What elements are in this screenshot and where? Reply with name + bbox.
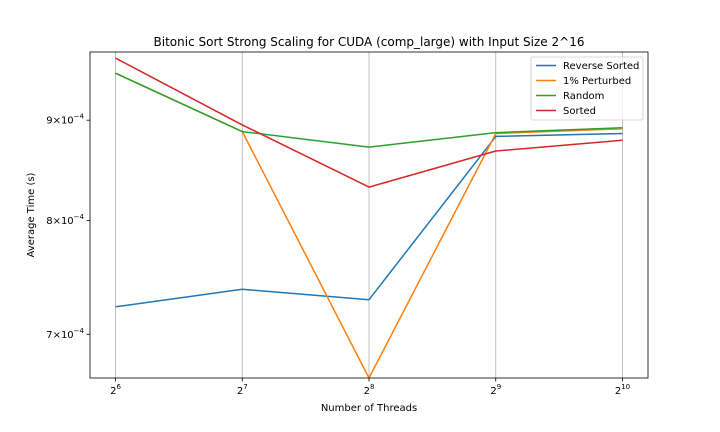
x-tick-label: 26 [110, 383, 121, 397]
series-line-sorted [115, 57, 623, 188]
legend: Reverse Sorted 1% Perturbed Random Sorted [530, 56, 644, 121]
series-line-random [115, 72, 623, 148]
x-axis-ticks: 26 27 28 29 210 [110, 378, 630, 397]
x-tick-label: 27 [237, 383, 248, 397]
y-axis-ticks: 7×10−4 8×10−4 9×10−4 [46, 113, 90, 341]
legend-label: Random [563, 91, 604, 102]
x-axis-label: Number of Threads [321, 403, 417, 414]
y-tick-label: 7×10−4 [46, 327, 84, 341]
y-tick-label: 9×10−4 [46, 113, 84, 127]
legend-box [530, 56, 644, 121]
legend-label: 1% Perturbed [563, 76, 631, 87]
chart-title: Bitonic Sort Strong Scaling for CUDA (co… [154, 35, 585, 49]
x-tick-label: 210 [615, 383, 630, 397]
series-line-reverse-sorted [115, 132, 623, 308]
x-tick-label: 29 [490, 383, 501, 397]
legend-label: Reverse Sorted [563, 61, 639, 72]
legend-label: Sorted [563, 106, 596, 117]
y-axis-label: Average Time (s) [26, 172, 37, 257]
x-tick-label: 28 [364, 383, 375, 397]
y-tick-label: 8×10−4 [46, 213, 84, 227]
